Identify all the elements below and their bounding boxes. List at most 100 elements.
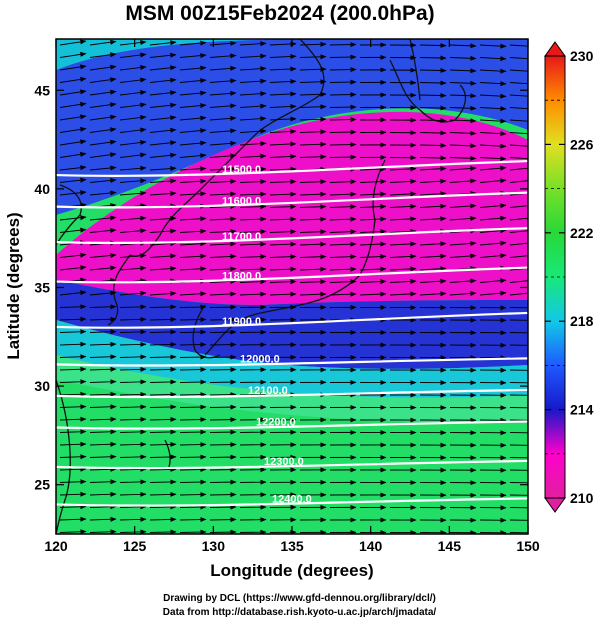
x-tick-label: 145 <box>438 538 462 554</box>
wind-arrow <box>449 203 477 209</box>
wind-arrow <box>209 166 237 172</box>
wind-arrow <box>89 454 117 460</box>
wind-arrow <box>59 39 87 46</box>
wind-arrow <box>209 78 237 84</box>
wind-arrow <box>89 215 117 221</box>
wind-arrow <box>239 166 267 172</box>
wind-arrow <box>329 117 357 123</box>
wind-arrow <box>329 67 357 73</box>
wind-arrow <box>179 191 207 197</box>
wind-arrow <box>389 278 417 284</box>
wind-arrow <box>149 354 177 360</box>
colorbar-tick-label: 214 <box>570 402 594 418</box>
wind-arrow <box>89 177 117 184</box>
wind-arrow <box>149 341 177 347</box>
contour-label: 12200.0 <box>256 417 296 429</box>
wind-arrow <box>449 215 477 221</box>
wind-arrow <box>179 429 207 435</box>
shading-cyan-south <box>56 320 528 398</box>
wind-arrow <box>149 266 177 272</box>
wind-arrow <box>479 68 507 74</box>
wind-arrow <box>89 479 117 485</box>
wind-arrow <box>209 329 237 335</box>
wind-arrow <box>329 191 357 197</box>
wind-arrow <box>479 215 507 221</box>
wind-arrow <box>209 517 237 523</box>
wind-arrow <box>119 304 147 310</box>
wind-arrow <box>179 228 207 234</box>
wind-arrow <box>179 304 207 310</box>
wind-arrow <box>149 479 177 485</box>
wind-arrow <box>329 266 357 272</box>
wind-arrow <box>269 229 297 235</box>
wind-arrow <box>269 291 297 297</box>
wind-arrow <box>209 103 237 109</box>
wind-arrow <box>479 228 507 234</box>
credits: Drawing by DCL (https://www.gfd-dennou.o… <box>0 592 599 620</box>
wind-arrow <box>179 65 207 71</box>
wind-arrow <box>209 317 237 323</box>
wind-arrow <box>359 204 387 210</box>
wind-arrow <box>179 492 207 498</box>
wind-arrow <box>299 154 327 160</box>
colorbar-tick-label: 210 <box>570 490 594 506</box>
wind-arrow <box>299 91 327 97</box>
wind-arrow <box>419 253 447 259</box>
wind-arrow <box>419 266 447 272</box>
wind-arrow <box>509 69 528 72</box>
wind-arrow <box>359 191 387 197</box>
wind-arrow <box>419 216 447 222</box>
wind-arrow <box>59 139 87 146</box>
wind-arrow <box>149 228 177 234</box>
wind-arrow <box>149 529 177 534</box>
wind-arrow <box>209 90 237 96</box>
wind-arrow <box>119 228 147 234</box>
wind-arrow <box>149 491 177 497</box>
wind-arrow <box>179 354 207 360</box>
wind-arrow <box>149 65 177 71</box>
wind-arrow <box>149 178 177 184</box>
wind-arrow <box>119 354 147 360</box>
wind-arrow <box>509 230 528 233</box>
wind-arrow <box>419 142 447 149</box>
wind-arrow <box>179 379 207 385</box>
contour-label: 11600.0 <box>222 196 261 208</box>
wind-arrow <box>209 140 237 146</box>
wind-arrow <box>59 429 87 435</box>
wind-arrow <box>209 354 237 360</box>
wind-arrow <box>239 191 267 197</box>
wind-arrow <box>269 166 297 172</box>
contour-label: 12100.0 <box>248 385 288 397</box>
wind-arrow <box>239 128 267 134</box>
wind-arrow <box>239 216 267 222</box>
wind-arrow <box>89 152 117 158</box>
wind-arrow <box>59 290 87 296</box>
wind-arrow <box>89 366 117 372</box>
wind-arrow <box>269 78 297 85</box>
wind-arrow <box>149 379 177 385</box>
wind-arrow <box>59 391 87 397</box>
wind-arrow <box>59 101 87 108</box>
map-title: MSM 00Z15Feb2024 (200.0hPa) <box>125 2 435 25</box>
wind-arrow <box>509 57 528 60</box>
wind-arrow <box>179 291 207 297</box>
wind-arrow <box>209 304 237 310</box>
wind-arrow <box>239 229 267 235</box>
wind-arrow <box>179 342 207 348</box>
wind-arrow <box>419 241 447 247</box>
colorbar-tick-label: 230 <box>570 48 594 64</box>
wind-arrow <box>509 82 528 85</box>
wind-arrow <box>119 466 147 472</box>
wind-arrow <box>119 516 147 522</box>
wind-arrow <box>239 291 267 297</box>
wind-arrow <box>59 316 87 322</box>
wind-arrow <box>119 215 147 221</box>
wind-arrow <box>179 128 207 134</box>
wind-arrow <box>89 354 117 360</box>
wind-arrow <box>149 191 177 197</box>
wind-arrow <box>119 152 147 158</box>
wind-arrow <box>179 40 207 46</box>
wind-arrow <box>209 241 237 247</box>
wind-arrow <box>89 441 117 447</box>
wind-arrow <box>449 80 477 86</box>
